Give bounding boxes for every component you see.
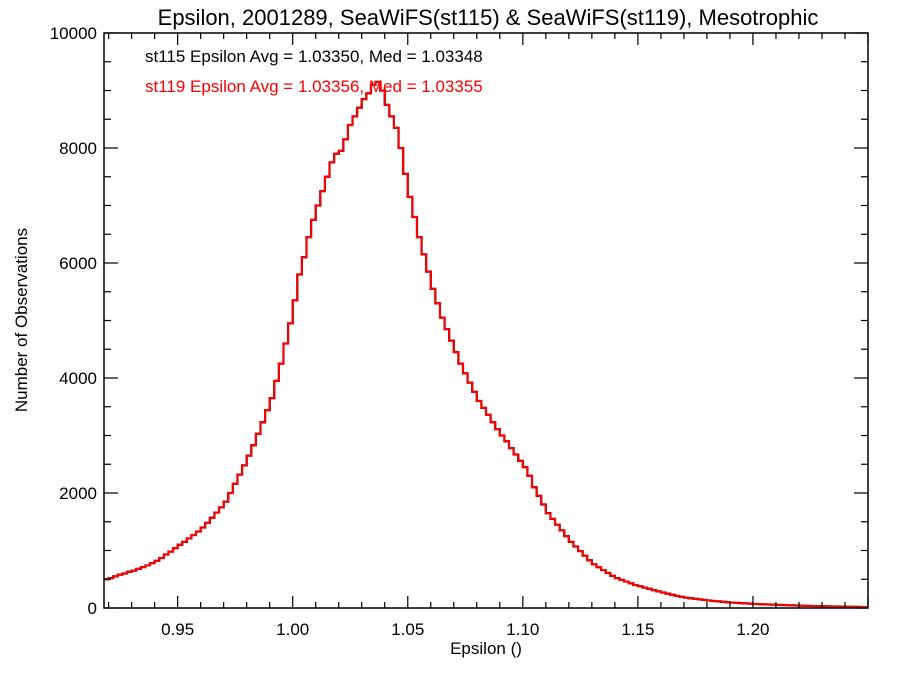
chart-title: Epsilon, 2001289, SeaWiFS(st115) & SeaWi… xyxy=(158,5,819,30)
plot-frame xyxy=(103,32,869,609)
axis-ticks: 0.95 1.00 1.05 1.10 1.15 1.20 0 2000 4000 6000 800… xyxy=(50,24,869,639)
y-tick-label: 2000 xyxy=(59,484,97,503)
annotation-st119: st119 Epsilon Avg = 1.03356, Med = 1.033… xyxy=(145,77,483,96)
y-tick-label: 6000 xyxy=(59,254,97,273)
x-tick-label: 1.05 xyxy=(391,620,424,639)
x-tick-label: 1.15 xyxy=(621,620,654,639)
y-tick-label: 0 xyxy=(88,599,97,618)
x-axis-label: Epsilon () xyxy=(450,639,522,658)
series-st115 xyxy=(104,80,868,609)
x-tick-label: 1.00 xyxy=(276,620,309,639)
y-axis-label: Number of Observations xyxy=(12,228,31,412)
y-tick-label: 8000 xyxy=(59,139,97,158)
y-tick-label: 4000 xyxy=(59,369,97,388)
annotation-st115: st115 Epsilon Avg = 1.03350, Med = 1.033… xyxy=(145,47,483,66)
y-tick-label: 10000 xyxy=(50,24,97,43)
x-tick-label: 1.10 xyxy=(506,620,539,639)
x-tick-label: 1.20 xyxy=(736,620,769,639)
series-layer xyxy=(104,80,868,609)
x-tick-label: 0.95 xyxy=(161,620,194,639)
series-st119 xyxy=(104,80,868,609)
